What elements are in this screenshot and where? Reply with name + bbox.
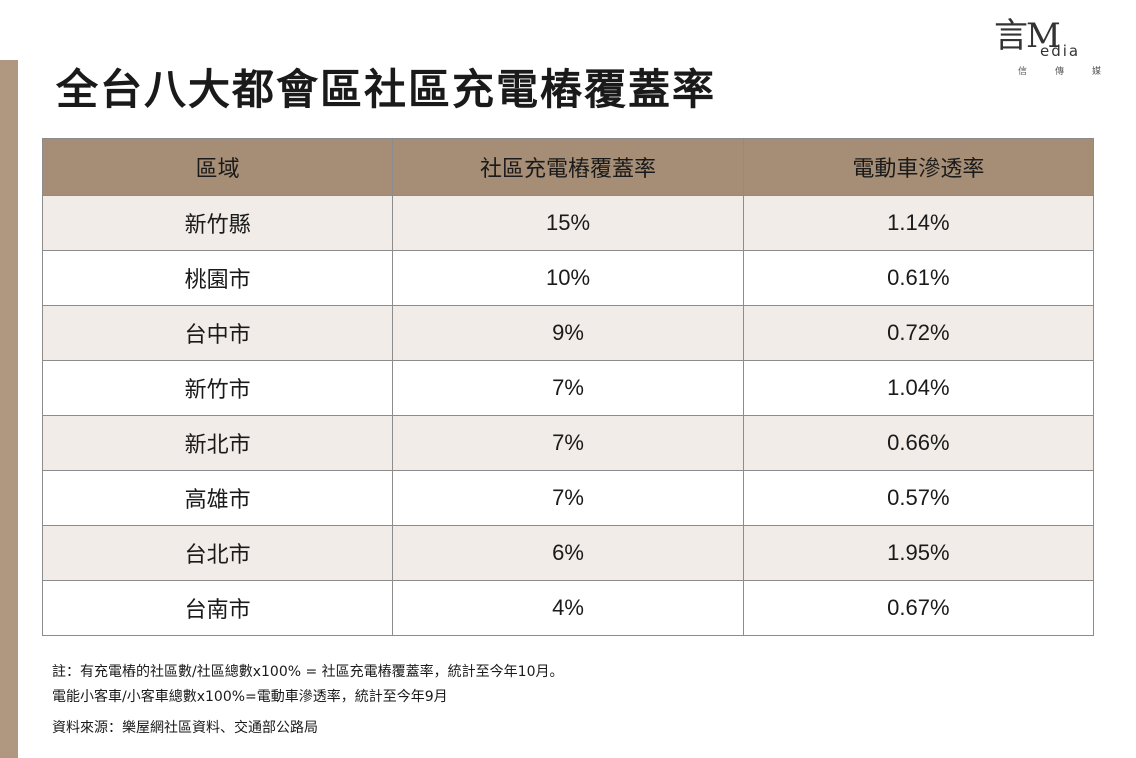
table-row: 新竹縣 15% 1.14%: [41, 195, 1095, 251]
logo-sub: edia: [1040, 42, 1081, 60]
penetration-cell: 0.72%: [742, 305, 1095, 361]
header-penetration: 電動車滲透率: [742, 138, 1095, 196]
table-row: 新竹市 7% 1.04%: [41, 360, 1095, 416]
note-line-2: 電能小客車/小客車總數x100%=電動車滲透率，統計至今年9月: [52, 689, 448, 705]
penetration-cell: 0.67%: [742, 580, 1095, 636]
table-body: 新竹縣 15% 1.14% 桃園市 10% 0.61% 台中市 9% 0.72% 新竹市 7% 1.0…: [41, 195, 1095, 636]
left-accent-bar: [0, 60, 18, 758]
region-cell: 新北市: [41, 415, 394, 471]
coverage-cell: 6%: [392, 525, 744, 581]
table-row: 台北市 6% 1.95%: [41, 525, 1095, 581]
penetration-cell: 0.66%: [742, 415, 1095, 471]
coverage-cell: 4%: [392, 580, 744, 636]
coverage-cell: 7%: [392, 360, 744, 416]
region-cell: 高雄市: [41, 470, 394, 526]
notes: 註：有充電樁的社區數/社區總數x100% = 社區充電樁覆蓋率，統計至今年10月…: [52, 660, 563, 741]
region-cell: 新竹縣: [41, 195, 394, 251]
region-cell: 桃園市: [41, 250, 394, 306]
page-title: 全台八大都會區社區充電樁覆蓋率: [56, 65, 717, 114]
coverage-cell: 7%: [392, 415, 744, 471]
table-row: 台南市 4% 0.67%: [41, 580, 1095, 636]
penetration-cell: 1.95%: [742, 525, 1095, 581]
note-line-1: 註：有充電樁的社區數/社區總數x100% = 社區充電樁覆蓋率，統計至今年10月…: [52, 664, 564, 680]
logo-main: 言M: [994, 16, 1061, 56]
table-row: 台中市 9% 0.72%: [41, 305, 1095, 361]
region-cell: 台南市: [41, 580, 394, 636]
logo: 言M edia 信傳媒: [994, 16, 1114, 86]
header-region: 區域: [41, 138, 394, 196]
table-row: 高雄市 7% 0.57%: [41, 470, 1095, 526]
coverage-cell: 10%: [392, 250, 744, 306]
table-row: 桃園市 10% 0.61%: [41, 250, 1095, 306]
region-cell: 新竹市: [41, 360, 394, 416]
data-table: 區域 社區充電樁覆蓋率 電動車滲透率 新竹縣 15% 1.14% 桃園市 10% 0.61…: [41, 138, 1095, 636]
table-header-row: 區域 社區充電樁覆蓋率 電動車滲透率: [41, 138, 1095, 196]
logo-chinese: 信傳媒: [1018, 67, 1130, 77]
source-note: 資料來源：樂屋網社區資料、交通部公路局: [52, 720, 318, 736]
penetration-cell: 0.61%: [742, 250, 1095, 306]
penetration-cell: 1.14%: [742, 195, 1095, 251]
coverage-cell: 7%: [392, 470, 744, 526]
region-cell: 台北市: [41, 525, 394, 581]
penetration-cell: 1.04%: [742, 360, 1095, 416]
coverage-cell: 9%: [392, 305, 744, 361]
coverage-cell: 15%: [392, 195, 744, 251]
header-coverage: 社區充電樁覆蓋率: [392, 138, 744, 196]
penetration-cell: 0.57%: [742, 470, 1095, 526]
region-cell: 台中市: [41, 305, 394, 361]
table-row: 新北市 7% 0.66%: [41, 415, 1095, 471]
